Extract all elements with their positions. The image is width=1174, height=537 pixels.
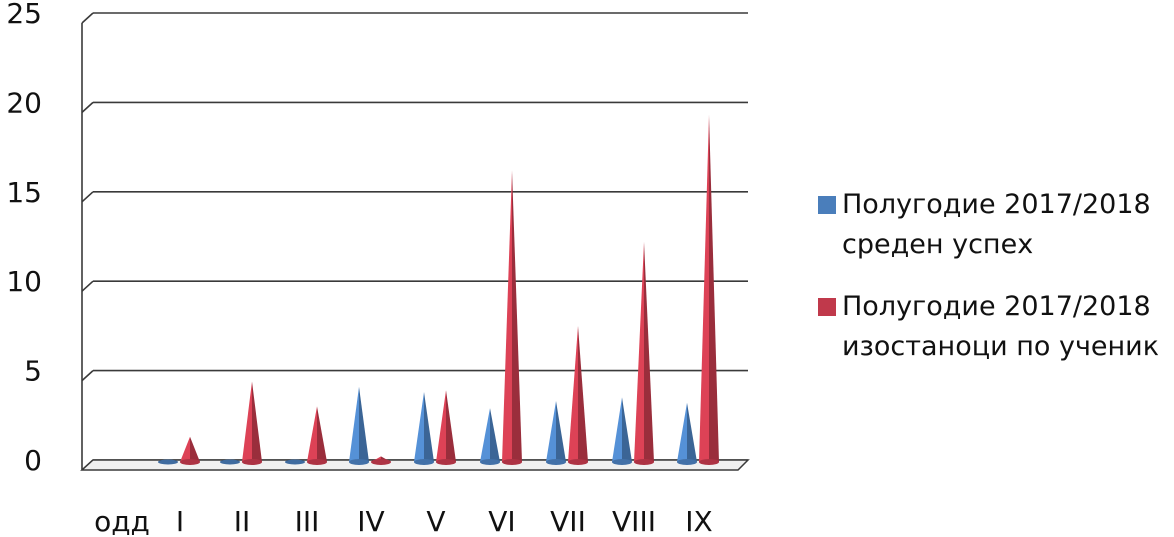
x-tick-label-7: VII xyxy=(550,505,586,537)
y-tick-label-0: 0 xyxy=(24,444,42,477)
x-tick-label-2: II xyxy=(234,505,251,537)
cone-base xyxy=(436,459,456,465)
x-tick-label-5: V xyxy=(426,505,445,537)
cone-dark-face xyxy=(424,392,434,464)
y-tick-label-5: 25 xyxy=(6,0,42,30)
cone-s2-IV xyxy=(371,456,391,465)
cone-base xyxy=(180,459,200,465)
x-tick-label-3: III xyxy=(295,505,320,537)
cone-light-face xyxy=(502,170,512,464)
cone-light-face xyxy=(546,400,556,464)
cone-s2-II xyxy=(242,381,262,465)
cone-light-face xyxy=(612,397,622,464)
cone-light-face xyxy=(699,114,709,464)
x-tick-label-6: VI xyxy=(488,505,515,537)
cone-dark-face xyxy=(446,390,456,464)
cones xyxy=(158,114,719,465)
legend-label-series-1: Полугодие 2017/2018 среден успех xyxy=(842,189,1151,260)
gridline-side-20 xyxy=(81,101,94,113)
cone-s2-V xyxy=(436,390,456,465)
cone-dark-face xyxy=(622,397,632,464)
cone-base xyxy=(480,459,500,465)
cone-s2-VIII xyxy=(634,241,654,465)
cone-s1-VII xyxy=(546,400,566,465)
cone-dark-face xyxy=(709,114,719,464)
cone-base xyxy=(502,459,522,465)
cone-light-face xyxy=(414,392,424,464)
y-tick-label-1: 5 xyxy=(24,355,42,388)
legend-swatch-series-1 xyxy=(818,196,836,214)
cone-s2-IX xyxy=(699,114,719,465)
cone-light-face xyxy=(180,436,190,464)
cone-base xyxy=(414,459,434,465)
cone-base xyxy=(546,459,566,465)
legend-label-series-2: Полугодие 2017/2018 изостаноци по ученик xyxy=(842,291,1160,362)
cone-base xyxy=(612,459,632,465)
cone-dark-face xyxy=(317,406,327,464)
cone-s1-V xyxy=(414,392,434,465)
cone-base xyxy=(568,459,588,465)
legend-swatch-series-2 xyxy=(818,298,836,316)
cone-dark-face xyxy=(190,436,200,464)
gridlines xyxy=(81,12,748,471)
legend-item-series-2: Полугодие 2017/2018 изостаноци по ученик xyxy=(818,287,1168,367)
cone-light-face xyxy=(480,408,490,464)
cone-base xyxy=(677,459,697,465)
x-tick-label-4: IV xyxy=(357,505,384,537)
x-tick-label-9: IX xyxy=(685,505,712,537)
y-tick-label-4: 20 xyxy=(6,86,42,119)
cone-dark-face xyxy=(687,402,697,464)
cone-light-face xyxy=(349,386,359,464)
legend-item-series-1: Полугодие 2017/2018 среден успех xyxy=(818,185,1168,265)
cone-light-face xyxy=(242,381,252,464)
gridline-side-15 xyxy=(81,191,94,203)
cone-light-face xyxy=(307,406,317,464)
cone-light-face xyxy=(634,241,644,464)
cone-base xyxy=(242,459,262,465)
cone-s1-VIII xyxy=(612,397,632,465)
gridline-side-10 xyxy=(81,280,94,292)
cone-base xyxy=(307,459,327,465)
cone-s1-IV xyxy=(349,386,369,465)
cone-s1-IX xyxy=(677,402,697,465)
cone-s1-II xyxy=(220,459,240,465)
x-tick-label-0: одд xyxy=(94,505,150,537)
y-tick-label-2: 10 xyxy=(6,265,42,298)
cone-s2-VI xyxy=(502,170,522,465)
cone-base xyxy=(349,459,369,465)
legend: Полугодие 2017/2018 среден успех Полугод… xyxy=(818,185,1168,389)
x-tick-label-8: VIII xyxy=(612,505,656,537)
y-axis-ticks: 0 5 10 15 20 25 xyxy=(6,0,42,477)
x-axis-ticks: одд I II III IV V VI VII VIII IX xyxy=(94,505,713,537)
cone-s2-VII xyxy=(568,325,588,465)
cone-dark-face xyxy=(512,170,522,464)
cone-light-face xyxy=(568,325,578,464)
cone-base xyxy=(634,459,654,465)
cone-dark-face xyxy=(252,381,262,464)
cone-s1-VI xyxy=(480,408,500,465)
y-tick-label-3: 15 xyxy=(6,176,42,209)
cone-s2-III xyxy=(307,406,327,465)
cone-light-face xyxy=(677,402,687,464)
cone-base xyxy=(371,459,391,465)
cone-s1-I xyxy=(158,459,178,465)
x-tick-label-1: I xyxy=(176,505,184,537)
cone-base xyxy=(699,459,719,465)
cone-dark-face xyxy=(644,241,654,464)
cone-dark-face xyxy=(490,408,500,464)
cone-s2-I xyxy=(180,436,200,465)
cone-dark-face xyxy=(578,325,588,464)
gridline-side-25 xyxy=(81,12,94,24)
cone-dark-face xyxy=(359,386,369,464)
cone-light-face xyxy=(436,390,446,464)
cone-s1-III xyxy=(285,459,305,465)
cone-dark-face xyxy=(556,400,566,464)
gridline-side-5 xyxy=(81,370,94,382)
